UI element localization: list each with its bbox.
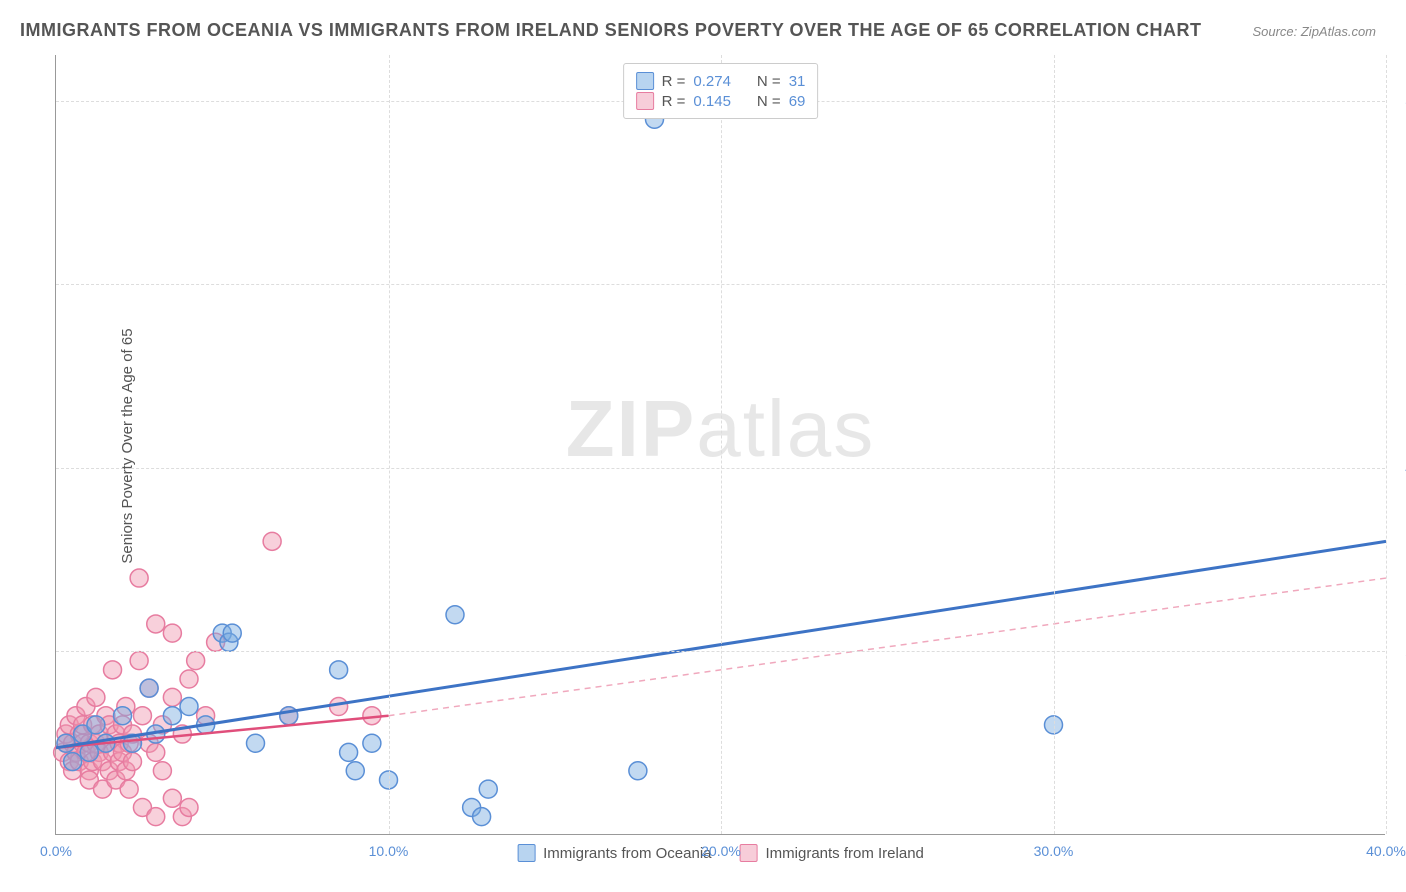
scatter-point xyxy=(87,688,105,706)
gridline-v xyxy=(721,55,722,834)
legend-bottom-swatch-1 xyxy=(740,844,758,862)
scatter-point xyxy=(187,652,205,670)
scatter-point xyxy=(114,707,132,725)
scatter-point xyxy=(64,753,82,771)
scatter-point xyxy=(163,707,181,725)
scatter-point xyxy=(363,734,381,752)
scatter-point xyxy=(104,661,122,679)
scatter-point xyxy=(346,762,364,780)
gridline-v xyxy=(1386,55,1387,834)
trend-line xyxy=(389,578,1387,716)
n-label-0: N = xyxy=(757,73,781,90)
scatter-point xyxy=(330,698,348,716)
legend-swatch-ireland xyxy=(636,92,654,110)
x-tick-label: 20.0% xyxy=(701,843,741,859)
scatter-point xyxy=(163,624,181,642)
scatter-point xyxy=(180,670,198,688)
y-tick-label: 40.0% xyxy=(1390,460,1406,476)
scatter-point xyxy=(87,716,105,734)
n-value-0: 31 xyxy=(789,73,806,90)
legend-bottom-label-0: Immigrants from Oceania xyxy=(543,845,711,862)
x-tick-label: 10.0% xyxy=(369,843,409,859)
legend-bottom-label-1: Immigrants from Ireland xyxy=(766,845,924,862)
scatter-point xyxy=(446,606,464,624)
scatter-point xyxy=(153,762,171,780)
source-label: Source: ZipAtlas.com xyxy=(1252,24,1376,39)
scatter-point xyxy=(473,808,491,826)
r-label-0: R = xyxy=(662,73,686,90)
gridline-v xyxy=(1054,55,1055,834)
x-tick-label: 40.0% xyxy=(1366,843,1406,859)
y-tick-label: 80.0% xyxy=(1390,93,1406,109)
scatter-point xyxy=(263,532,281,550)
r-label-1: R = xyxy=(662,93,686,110)
legend-item-ireland: Immigrants from Ireland xyxy=(740,844,924,862)
r-value-1: 0.145 xyxy=(693,93,731,110)
y-tick-label: 60.0% xyxy=(1390,276,1406,292)
scatter-point xyxy=(147,808,165,826)
legend-stats: R = 0.274 N = 31 R = 0.145 N = 69 xyxy=(623,63,819,119)
x-tick-label: 0.0% xyxy=(40,843,72,859)
n-value-1: 69 xyxy=(789,93,806,110)
scatter-point xyxy=(163,688,181,706)
n-label-1: N = xyxy=(757,93,781,110)
scatter-point xyxy=(133,707,151,725)
y-tick-label: 20.0% xyxy=(1390,643,1406,659)
scatter-point xyxy=(123,753,141,771)
scatter-point xyxy=(120,780,138,798)
scatter-point xyxy=(130,652,148,670)
r-value-0: 0.274 xyxy=(693,73,731,90)
scatter-point xyxy=(140,679,158,697)
legend-item-oceania: Immigrants from Oceania xyxy=(517,844,711,862)
scatter-point xyxy=(330,661,348,679)
scatter-point xyxy=(223,624,241,642)
gridline-v xyxy=(389,55,390,834)
scatter-point xyxy=(57,734,75,752)
legend-stats-row-0: R = 0.274 N = 31 xyxy=(636,72,806,90)
scatter-point xyxy=(247,734,265,752)
legend-stats-row-1: R = 0.145 N = 69 xyxy=(636,92,806,110)
scatter-point xyxy=(147,743,165,761)
scatter-point xyxy=(130,569,148,587)
scatter-point xyxy=(180,698,198,716)
scatter-point xyxy=(629,762,647,780)
scatter-point xyxy=(163,789,181,807)
legend-swatch-oceania xyxy=(636,72,654,90)
plot-area: ZIPatlas R = 0.274 N = 31 R = 0.145 N = … xyxy=(55,55,1385,835)
x-tick-label: 30.0% xyxy=(1034,843,1074,859)
scatter-point xyxy=(340,743,358,761)
scatter-point xyxy=(479,780,497,798)
scatter-point xyxy=(147,615,165,633)
legend-bottom-swatch-0 xyxy=(517,844,535,862)
chart-title: IMMIGRANTS FROM OCEANIA VS IMMIGRANTS FR… xyxy=(20,20,1202,41)
scatter-point xyxy=(180,798,198,816)
